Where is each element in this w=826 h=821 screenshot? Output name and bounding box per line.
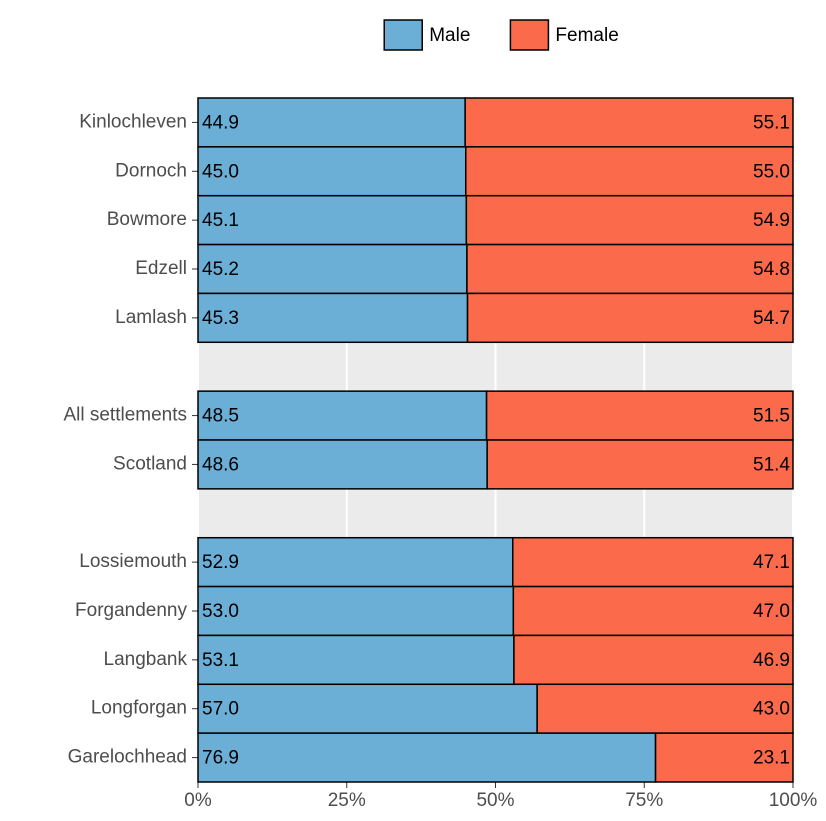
bar [464,97,794,148]
legend-label: Female [555,25,618,46]
legend-swatch [383,19,423,51]
x-tick-label: 100% [769,790,818,811]
value-label: 76.9 [202,748,239,769]
value-label: 52.9 [202,552,239,573]
value-label: 57.0 [202,699,239,720]
legend-label: Male [429,25,470,46]
bar [197,536,514,588]
bar [197,390,488,441]
y-tick-label: Edzell [135,258,187,279]
y-tick-label: Dornoch [115,160,187,181]
y-tick-label: Lossiemouth [79,551,187,572]
y-tick-label: Garelochhead [68,747,187,768]
bar [197,585,515,637]
bar [465,146,794,197]
value-label: 48.6 [202,454,239,475]
value-label: 51.4 [753,454,790,475]
x-tick-label: 50% [476,790,514,811]
value-label: 45.1 [202,210,239,231]
legend-swatch [509,19,550,51]
bar [197,732,657,783]
bar [197,683,538,734]
value-label: 55.0 [753,161,790,182]
bar [465,194,794,246]
y-tick-label: Forgandenny [75,600,187,621]
bar [512,536,794,588]
bar [536,683,794,734]
x-tick-label: 0% [184,790,212,811]
value-label: 46.9 [753,650,790,671]
value-label: 45.0 [202,161,239,182]
value-label: 54.7 [753,308,790,329]
y-tick-label: Lamlash [115,307,187,328]
x-tick-label: 25% [328,790,366,811]
x-tick-label: 75% [625,790,663,811]
value-label: 45.2 [202,259,239,280]
y-tick-label: Scotland [113,453,187,474]
value-label: 45.3 [202,308,239,329]
value-label: 55.1 [753,112,790,133]
value-label: 54.9 [753,210,790,231]
value-label: 48.5 [202,406,239,427]
bar [513,634,794,686]
value-label: 47.0 [753,601,790,622]
value-label: 44.9 [202,112,239,133]
value-label: 51.5 [753,406,790,427]
value-label: 54.8 [753,259,790,280]
y-tick-label: Longforgan [91,698,187,719]
bar [197,634,515,686]
y-tick-label: Kinlochleven [79,111,187,132]
bar [512,585,794,637]
y-tick-label: Langbank [104,649,188,670]
value-label: 53.1 [202,650,239,671]
value-label: 47.1 [753,552,790,573]
value-label: 53.0 [202,601,239,622]
bar [486,439,794,490]
bar [197,439,488,490]
bar [654,732,794,783]
bar [466,243,794,295]
value-label: 43.0 [753,699,790,720]
y-tick-label: Bowmore [107,209,187,230]
bar [485,390,794,441]
value-label: 23.1 [753,748,790,769]
legend: Male Female [383,19,619,51]
bar [466,292,794,344]
y-tick-label: All settlements [63,405,187,426]
